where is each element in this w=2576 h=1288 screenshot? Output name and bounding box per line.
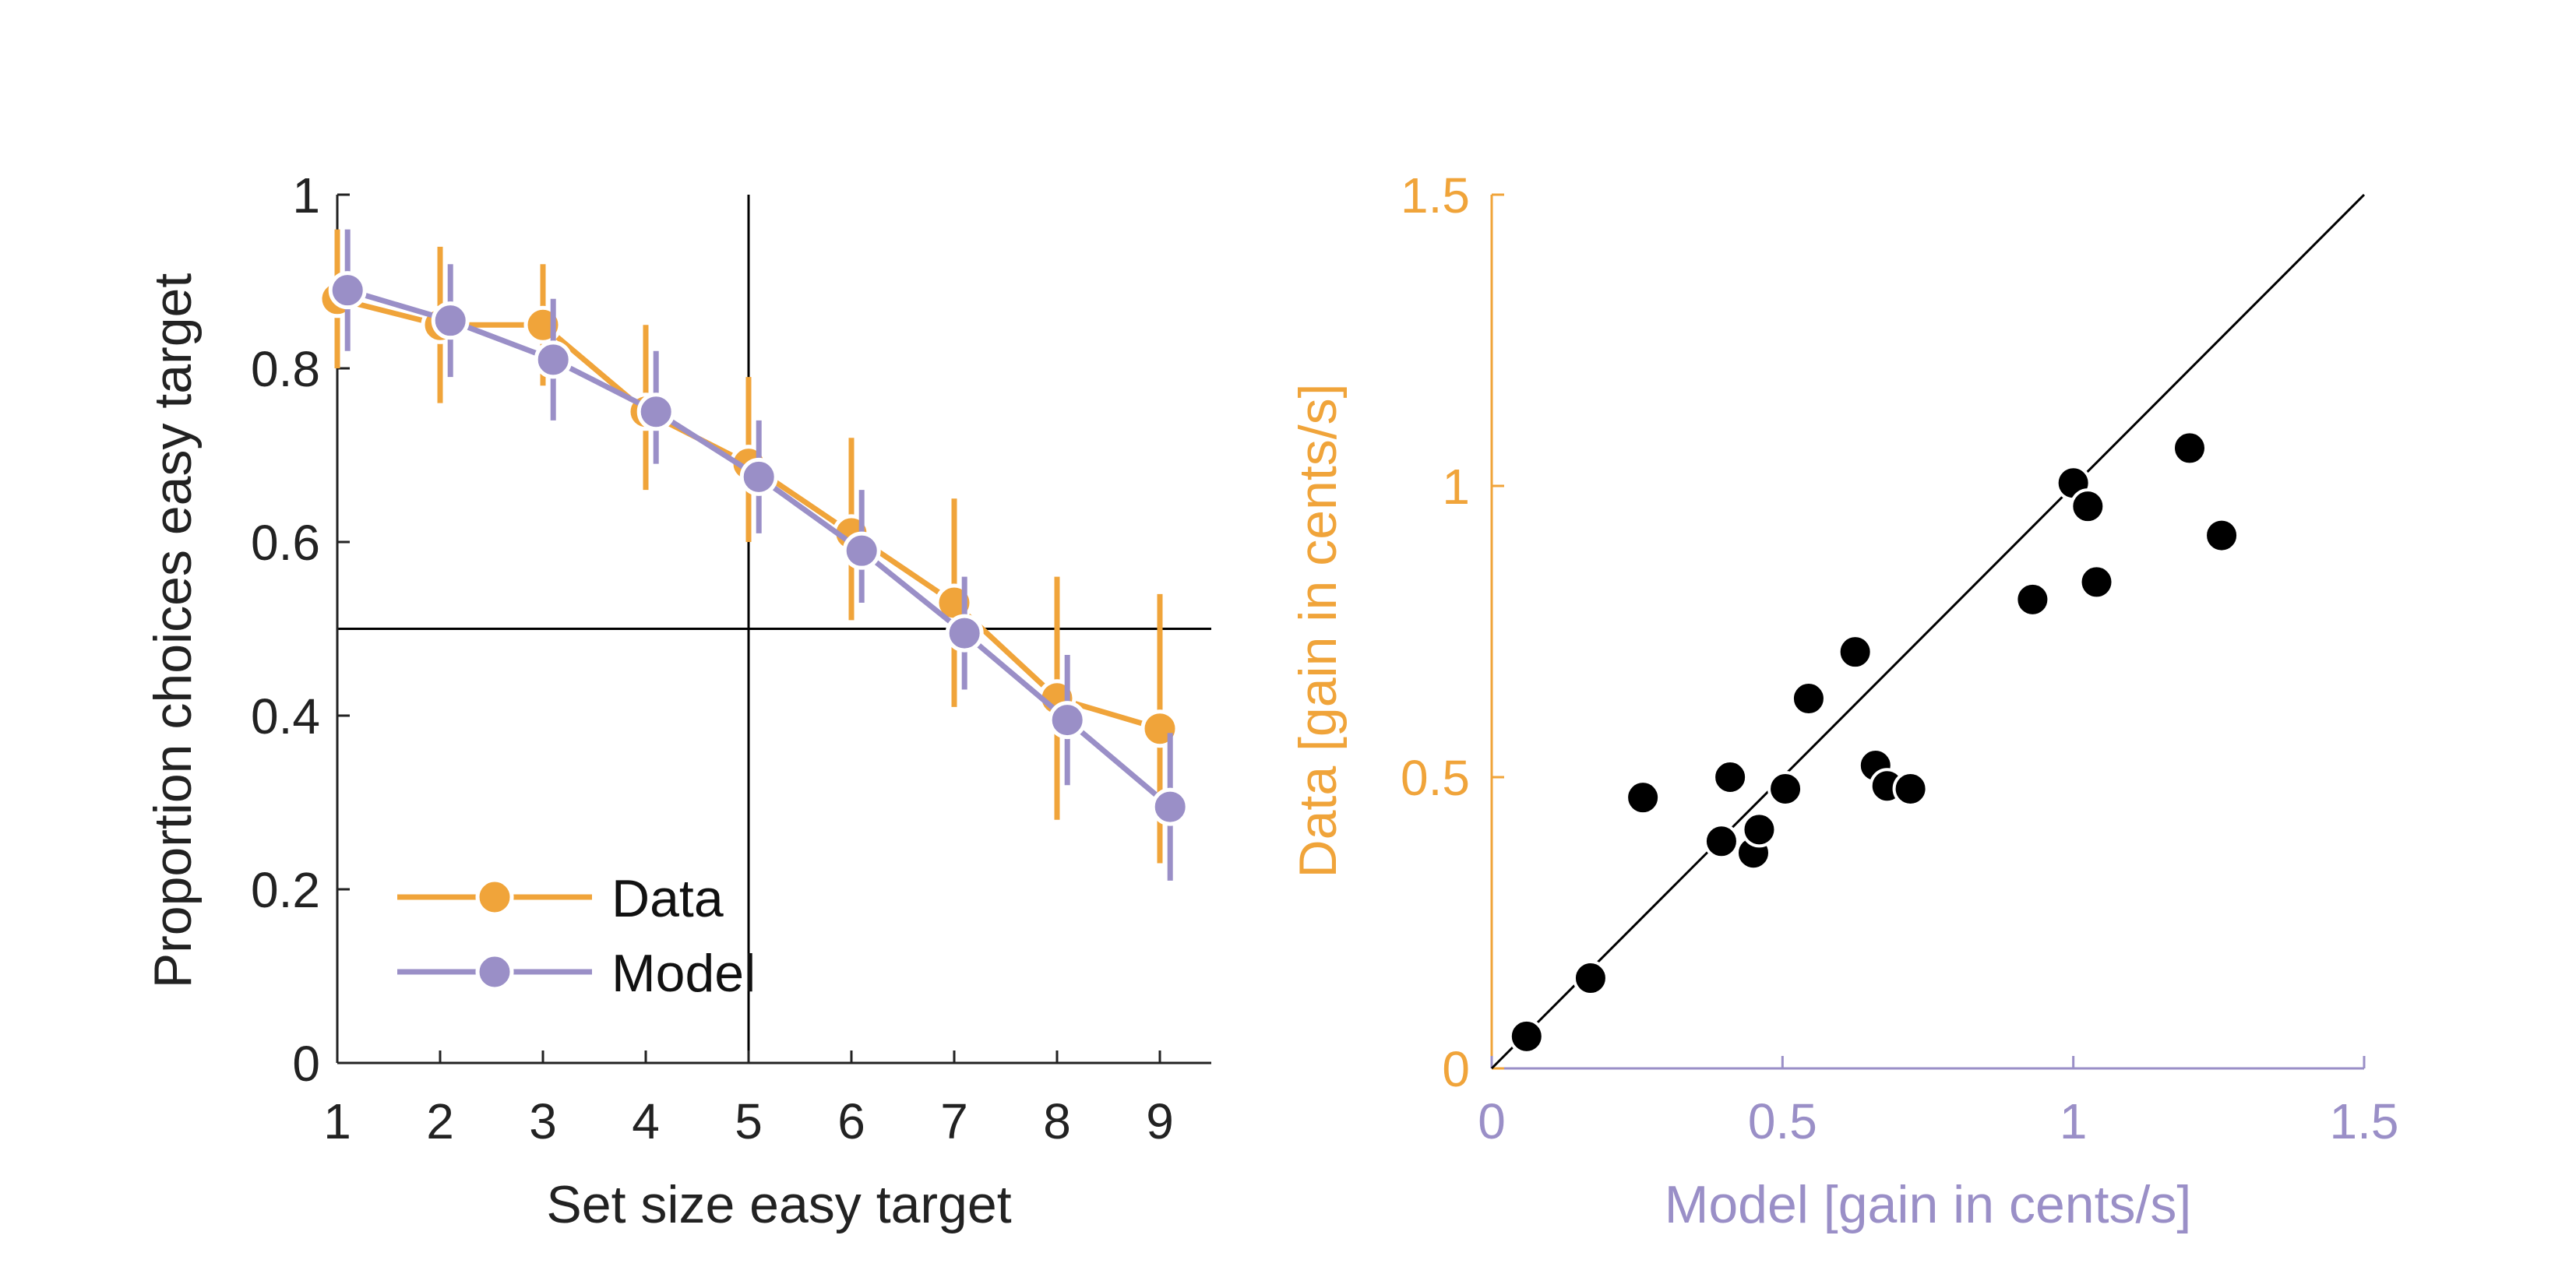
legend-marker-data (475, 878, 514, 917)
scatter-y-tick-label: 0 (1442, 1041, 1470, 1097)
scatter-point (1767, 770, 1804, 807)
data-point (636, 392, 675, 431)
series-line (347, 287, 1172, 809)
scatter-y-tick-label: 0.5 (1401, 750, 1470, 806)
scatter-point (2070, 488, 2106, 525)
scatter-point (1837, 634, 1873, 670)
data-point (739, 457, 778, 496)
scatter-y-tick-label: 1.5 (1401, 167, 1470, 223)
scatter-point (1790, 681, 1827, 717)
scatter-point (2172, 430, 2208, 466)
y-tick-label: 1 (292, 167, 320, 223)
legend-label-model: Model (611, 944, 756, 1003)
scatter-point (1712, 759, 1749, 795)
y-tick-label: 0.8 (251, 341, 320, 397)
data-point (431, 301, 470, 340)
x-tick-label: 9 (1146, 1093, 1174, 1149)
scatter-x-tick-label: 1.5 (2330, 1093, 2399, 1149)
right-axes: 0 0.5 1 1.5 0 0.5 1 1.5 (1401, 167, 2398, 1149)
x-tick-label: 4 (632, 1093, 660, 1149)
x-tick-label: 3 (529, 1093, 557, 1149)
y-tick-label: 0.2 (251, 862, 320, 918)
scatter-point (2078, 564, 2115, 600)
data-point (1048, 701, 1087, 740)
y-tick-label: 0 (292, 1036, 320, 1092)
data-point (328, 271, 367, 310)
series-layer (318, 229, 1189, 881)
x-tick-label: 5 (735, 1093, 763, 1149)
scatter-y-tick-label: 1 (1442, 459, 1470, 515)
scatter-x-tick-label: 0 (1478, 1093, 1506, 1149)
line-chart-panel: 1 2 3 4 5 6 7 8 9 0 0.2 0.4 0.6 0.8 1 Set size easy ta… (143, 167, 1211, 1234)
scatter-x-tick-label: 0.5 (1748, 1093, 1817, 1149)
left-axes: 1 2 3 4 5 6 7 8 9 0 0.2 0.4 0.6 0.8 1 (251, 167, 1211, 1149)
legend-marker-model (475, 952, 514, 991)
scatter-point (1625, 779, 1662, 816)
scatter-x-tick-label: 1 (2060, 1093, 2088, 1149)
x-tick-label: 8 (1043, 1093, 1071, 1149)
y-axis-label: Proportion choices easy target (143, 273, 203, 989)
scatter-x-axis-label: Model [gain in cents/s] (1665, 1175, 2192, 1234)
scatter-point (1703, 823, 1739, 860)
identity-line (1490, 193, 2366, 1070)
data-point (945, 614, 984, 653)
x-tick-label: 7 (940, 1093, 968, 1149)
reference-lines (337, 195, 1211, 1063)
scatter-y-axis-label: Data [gain in cents/s] (1288, 383, 1348, 878)
scatter-point (1508, 1018, 1545, 1054)
scatter-point (1741, 811, 1778, 848)
scatter-points (1508, 430, 2240, 1054)
scatter-point (1572, 960, 1609, 997)
data-point (1151, 787, 1189, 826)
series-model (328, 229, 1189, 881)
x-tick-label: 6 (837, 1093, 865, 1149)
x-axis-label: Set size easy target (546, 1175, 1011, 1234)
scatter-point (1892, 770, 1929, 807)
y-tick-label: 0.4 (251, 688, 320, 744)
y-tick-label: 0.6 (251, 515, 320, 571)
legend-entry-model: Model (397, 944, 756, 1003)
scatter-point (2204, 517, 2240, 554)
legend-label-data: Data (611, 869, 724, 928)
data-point (842, 531, 881, 570)
x-tick-label: 1 (323, 1093, 351, 1149)
data-point (534, 340, 573, 379)
legend-entry-data: Data (397, 869, 724, 928)
scatter-point (2014, 581, 2051, 618)
scatter-chart-panel: 0 0.5 1 1.5 0 0.5 1 1.5 Model [gain in cents/s]… (1288, 167, 2398, 1234)
x-tick-label: 2 (426, 1093, 454, 1149)
legend: Data Model (397, 869, 756, 1003)
